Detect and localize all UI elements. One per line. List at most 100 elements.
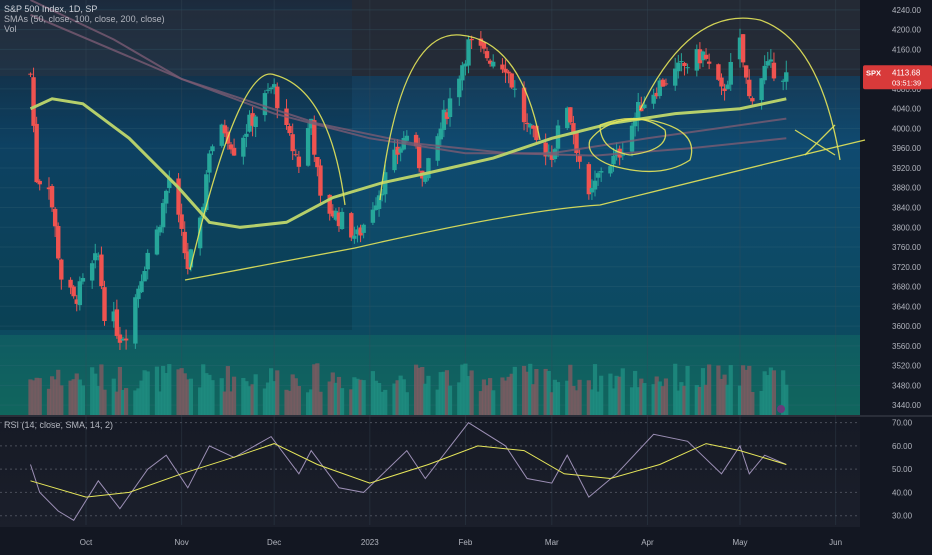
candle-body xyxy=(197,217,203,249)
volume-bar xyxy=(744,369,749,415)
volume-bar xyxy=(703,384,709,415)
volume-bar xyxy=(546,370,551,415)
volume-bar xyxy=(639,378,644,415)
candle-body xyxy=(160,203,166,228)
volume-bar xyxy=(28,379,33,415)
price-axis-tick: 3760.00 xyxy=(892,243,921,252)
candle-body xyxy=(549,154,555,160)
volume-bar xyxy=(506,376,511,415)
volume-bar xyxy=(534,368,539,415)
price-axis-tick: 3960.00 xyxy=(892,144,921,153)
candle-body xyxy=(80,278,86,282)
volume-bar xyxy=(34,377,39,415)
volume-bar xyxy=(552,379,558,415)
volume-bar xyxy=(657,381,662,415)
volume-bar xyxy=(404,392,409,415)
volume-bar xyxy=(413,364,419,415)
candle-body xyxy=(370,209,376,223)
volume-bar xyxy=(207,374,212,415)
volume-bar xyxy=(571,385,576,415)
drawing-ellipse xyxy=(588,118,693,173)
candle-body xyxy=(460,65,465,81)
drawing-cross-1 xyxy=(794,129,836,156)
volume-bar xyxy=(555,382,561,415)
volume-bar xyxy=(463,363,468,415)
chart-title[interactable]: S&P 500 Index, 1D, SP xyxy=(4,4,98,14)
candle-body xyxy=(133,297,138,344)
volume-bar xyxy=(525,371,530,415)
volume-bar xyxy=(500,377,505,415)
candle-body xyxy=(657,80,662,96)
volume-bar xyxy=(111,378,116,415)
volume-bar xyxy=(262,388,268,415)
volume-bar xyxy=(620,368,625,415)
time-axis-tick: Oct xyxy=(80,538,93,547)
candle-body xyxy=(577,155,582,162)
volume-bar xyxy=(142,370,147,415)
sma-legend[interactable]: SMAs (50, close, 100, close, 200, close) xyxy=(4,14,165,24)
volume-bar xyxy=(164,373,169,415)
rsi-label[interactable]: RSI (14, close, SMA, 14, 2) xyxy=(4,420,114,430)
volume-bar xyxy=(747,365,752,415)
volume-bar xyxy=(716,365,721,415)
rsi-axis-tick: 60.00 xyxy=(892,442,913,451)
volume-bar xyxy=(617,376,622,415)
volume-bar xyxy=(352,377,357,415)
candle-body xyxy=(379,193,385,196)
candle-body xyxy=(68,279,73,288)
candle-body xyxy=(509,73,514,88)
volume-legend[interactable]: Vol xyxy=(4,24,17,34)
drawing-trendline xyxy=(184,139,866,281)
candle-body xyxy=(219,124,224,146)
candle-body xyxy=(747,79,752,97)
volume-bar xyxy=(595,391,601,415)
volume-bar xyxy=(188,378,193,415)
price-axis-tick: 3520.00 xyxy=(892,362,921,371)
volume-bar xyxy=(210,380,215,415)
candle-body xyxy=(265,89,271,91)
volume-bar xyxy=(361,380,366,415)
time-axis-tick: Nov xyxy=(175,538,189,547)
rsi-legend: RSI (14, close, SMA, 14, 2) xyxy=(4,420,113,430)
volume-bar xyxy=(244,381,249,415)
volume-bar xyxy=(636,387,641,415)
volume-bar xyxy=(642,383,647,415)
rsi-line xyxy=(30,422,787,521)
volume-bar xyxy=(694,385,699,415)
candle-body xyxy=(207,153,212,173)
candle-body xyxy=(608,166,613,174)
volume-bar xyxy=(488,378,493,415)
candle-body xyxy=(99,254,104,287)
volume-bar xyxy=(531,384,536,415)
volume-bar xyxy=(59,385,64,415)
candle-body xyxy=(145,252,150,270)
volume-bar xyxy=(327,381,332,415)
candle-body xyxy=(250,113,255,126)
volume-bar xyxy=(682,385,687,415)
candle-body xyxy=(355,229,360,235)
candle-body xyxy=(413,134,419,147)
candle-body xyxy=(262,93,268,116)
time-axis-tick: Dec xyxy=(267,538,281,547)
volume-bar xyxy=(306,392,311,415)
volume-bar xyxy=(392,383,397,415)
candle-body xyxy=(142,270,147,282)
volume-bar xyxy=(722,374,727,415)
rsi-axis-tick: 70.00 xyxy=(892,419,913,428)
volume-bar xyxy=(685,365,690,415)
volume-bar xyxy=(157,391,163,415)
time-axis-tick: Apr xyxy=(641,538,654,547)
selection-shade-top xyxy=(0,10,352,76)
volume-bar xyxy=(592,364,598,415)
price-axis-tick: 3880.00 xyxy=(892,184,921,193)
candle-body xyxy=(632,117,638,127)
candle-body xyxy=(398,148,403,153)
candle-body xyxy=(676,62,681,72)
time-axis-tick: 2023 xyxy=(361,538,379,547)
volume-bar xyxy=(771,370,777,415)
candle-body xyxy=(339,211,345,229)
volume-bar xyxy=(633,370,638,415)
candle-body xyxy=(71,286,76,297)
